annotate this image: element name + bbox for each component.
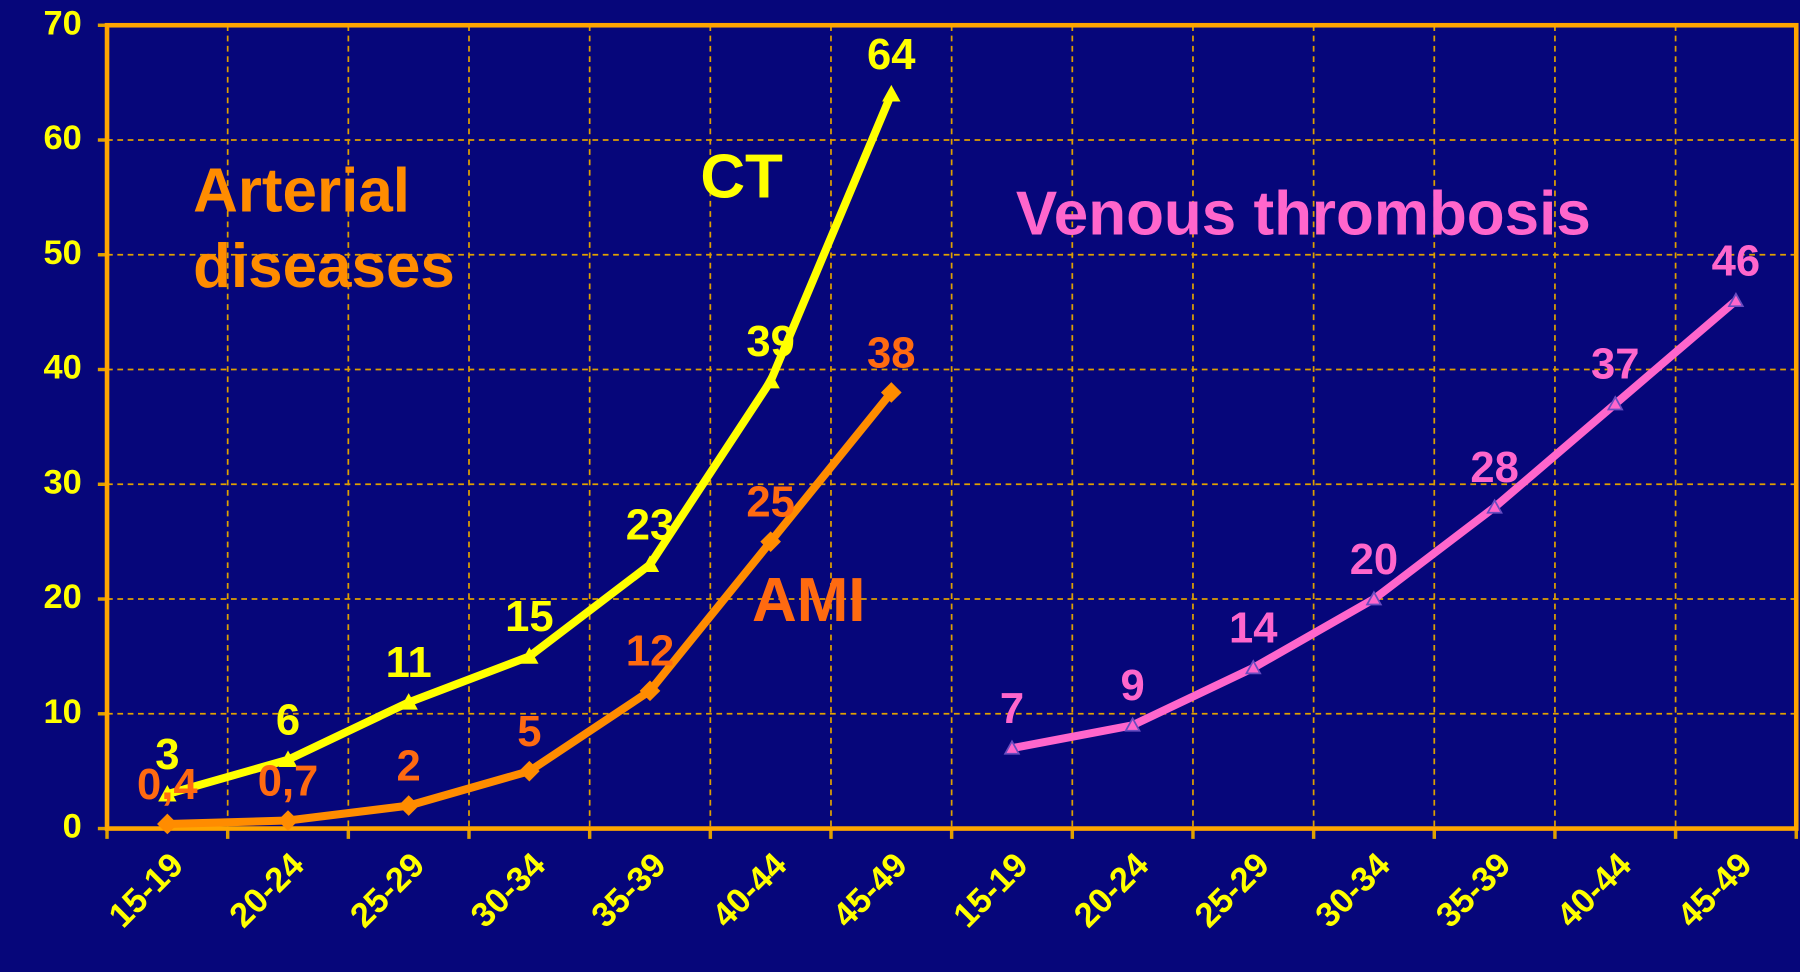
y-tick-label: 20 [43,578,81,616]
data-label: 5 [517,708,541,756]
data-label: 6 [276,696,300,744]
marker [157,813,178,835]
marker [880,382,902,403]
marker [1124,716,1141,732]
marker [1365,590,1383,606]
x-tick-label: 45-49 [826,846,915,935]
series-name: Venous thrombosis [1016,179,1591,248]
data-label: 0,4 [137,761,198,809]
x-tick-label: 35-39 [584,846,673,935]
y-tick-label: 40 [43,349,81,387]
x-tick-label: 45-49 [1670,846,1759,935]
series-name: AMI [752,566,866,635]
y-tick-label: 60 [43,119,81,157]
y-tick-label: 0 [63,808,82,846]
data-label: 11 [386,639,432,687]
x-tick-label: 20-24 [1067,846,1156,935]
data-label: 20 [1350,536,1399,584]
data-label: 12 [626,628,675,676]
y-tick-label: 50 [43,234,81,272]
data-label: 3 [155,731,179,779]
y-tick-label: 10 [43,693,81,731]
data-label: 2 [397,742,421,790]
marker [158,784,177,802]
data-label: 14 [1229,605,1278,653]
marker [639,680,661,702]
marker [520,647,539,664]
x-tick-label: 40-44 [1550,846,1639,935]
x-tick-label: 20-24 [222,846,311,935]
x-tick-label: 25-29 [343,846,432,935]
marker [1727,292,1745,308]
x-tick-label: 25-29 [1188,846,1277,935]
x-tick-label: 15-19 [946,846,1035,935]
marker [519,760,540,782]
data-label: 28 [1470,444,1519,492]
x-tick-label: 30-34 [464,846,553,935]
marker [882,84,901,102]
data-label: 9 [1121,662,1145,710]
data-label: 23 [626,501,675,549]
marker [278,750,298,768]
data-label: 7 [1000,685,1024,733]
x-tick-label: 30-34 [1308,846,1397,935]
data-label: 37 [1591,341,1640,389]
data-label: 64 [867,31,916,79]
y-tick-label: 70 [43,4,81,42]
data-label: 39 [746,318,795,366]
y-tick-label: 30 [43,463,81,501]
annotation: diseases [193,232,455,301]
marker [760,531,781,552]
marker [1606,395,1624,411]
data-label: 0,7 [258,757,319,805]
x-tick-label: 40-44 [705,846,794,935]
marker [398,795,420,816]
plot-frame [104,22,1799,831]
data-label: 46 [1712,237,1761,285]
marker [1486,498,1503,514]
series-name: CT [700,143,783,212]
data-label: 38 [867,329,916,377]
marker [1244,659,1262,675]
data-label: 25 [746,478,795,526]
marker [1003,739,1021,755]
x-tick-label: 15-19 [102,846,191,935]
marker [277,810,299,831]
annotation: Arterial [193,156,410,225]
marker [399,693,418,710]
marker [640,555,660,572]
marker [761,371,780,389]
data-label: 15 [505,593,554,641]
x-tick-label: 35-39 [1429,846,1518,935]
